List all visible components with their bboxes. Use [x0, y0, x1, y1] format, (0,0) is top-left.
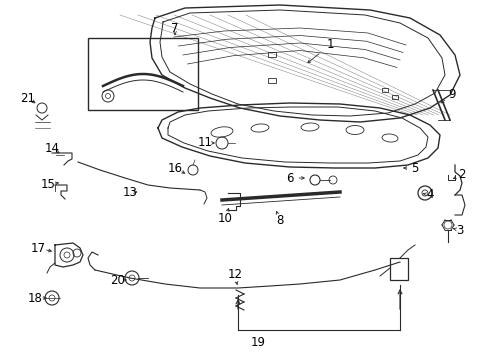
Text: 5: 5: [411, 162, 418, 175]
Text: 17: 17: [30, 242, 46, 255]
Text: 13: 13: [122, 185, 137, 198]
Text: 21: 21: [21, 91, 35, 104]
Text: 1: 1: [326, 39, 334, 51]
Text: 19: 19: [250, 336, 266, 348]
Text: 14: 14: [45, 141, 59, 154]
Text: 4: 4: [426, 189, 434, 202]
Text: 9: 9: [448, 89, 456, 102]
Text: 15: 15: [41, 179, 55, 192]
Text: 18: 18: [27, 292, 43, 305]
Bar: [268, 78, 276, 83]
Text: 7: 7: [171, 22, 179, 35]
Text: 2: 2: [458, 168, 466, 181]
Bar: [88, 38, 198, 110]
Bar: [268, 52, 276, 57]
Text: 6: 6: [286, 171, 294, 184]
Text: 12: 12: [227, 269, 243, 282]
Text: 16: 16: [168, 162, 182, 175]
Bar: [382, 88, 388, 92]
Text: 10: 10: [218, 211, 232, 225]
Text: 8: 8: [276, 213, 284, 226]
Text: 11: 11: [197, 136, 213, 149]
Bar: [390, 258, 408, 280]
Text: 3: 3: [456, 224, 464, 237]
Text: 20: 20: [111, 274, 125, 287]
Bar: [392, 95, 398, 99]
